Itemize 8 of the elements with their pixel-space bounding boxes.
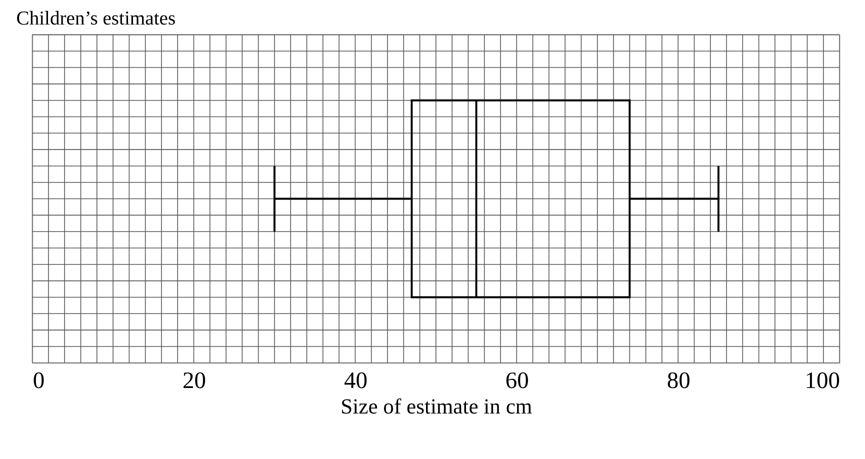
chart-title: Children’s estimates (16, 8, 176, 30)
x-axis-title: Size of estimate in cm (340, 394, 532, 418)
x-tick-label: 0 (32, 368, 45, 394)
x-tick-label: 60 (505, 368, 529, 394)
x-tick-label: 80 (666, 368, 690, 394)
x-tick-label: 40 (344, 368, 368, 394)
x-tick-label: 20 (182, 368, 206, 394)
x-tick-label: 100 (804, 368, 840, 394)
